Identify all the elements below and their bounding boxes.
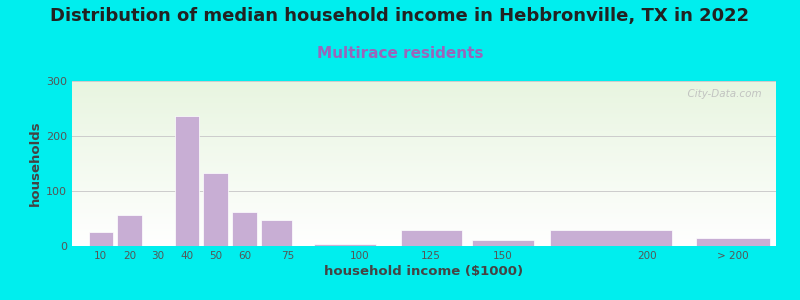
Y-axis label: households: households <box>29 121 42 206</box>
Bar <box>696 238 770 246</box>
Bar <box>118 215 142 246</box>
Text: Multirace residents: Multirace residents <box>317 46 483 62</box>
X-axis label: household income ($1000): household income ($1000) <box>325 265 523 278</box>
Bar <box>232 212 257 246</box>
Bar <box>550 230 672 246</box>
Bar <box>314 244 375 246</box>
Bar <box>473 240 534 246</box>
Text: City-Data.com: City-Data.com <box>682 89 762 99</box>
Bar <box>401 230 462 246</box>
Text: Distribution of median household income in Hebbronville, TX in 2022: Distribution of median household income … <box>50 8 750 26</box>
Bar <box>174 116 199 246</box>
Bar <box>203 173 228 246</box>
Bar <box>89 232 113 246</box>
Bar <box>262 220 292 246</box>
